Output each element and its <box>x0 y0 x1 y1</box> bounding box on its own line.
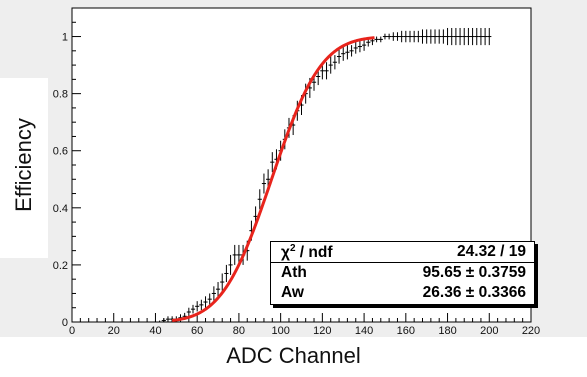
stats-label: χ2 / ndf <box>281 243 333 262</box>
x-tick-label: 180 <box>438 325 456 337</box>
x-tick-label: 80 <box>233 325 245 337</box>
y-tick-label: 0.2 <box>53 260 68 272</box>
x-tick-label: 20 <box>108 325 120 337</box>
stats-label: Ath <box>281 264 307 281</box>
fit-curve <box>171 36 375 322</box>
x-tick-label: 100 <box>271 325 289 337</box>
y-tick-label: 0.8 <box>53 89 68 101</box>
x-tick-label: 60 <box>191 325 203 337</box>
stats-value: 24.32 / 19 <box>457 243 526 260</box>
stats-label: Aw <box>281 284 304 301</box>
x-tick-label: 40 <box>149 325 161 337</box>
y-tick-label: 0.4 <box>53 203 68 215</box>
y-tick-label: 0 <box>62 317 68 329</box>
x-tick-label: 200 <box>480 325 498 337</box>
stats-row-aw: Aw 26.36 ± 0.3366 <box>281 284 526 304</box>
y-axis-label: Efficiency <box>11 118 36 212</box>
x-tick-label: 160 <box>397 325 415 337</box>
ylabel-background <box>0 78 48 258</box>
stats-value: 95.65 ± 0.3759 <box>422 264 526 281</box>
stats-box: χ2 / ndf 24.32 / 19 Ath 95.65 ± 0.3759 A… <box>270 241 535 305</box>
x-tick-label: 120 <box>313 325 331 337</box>
stats-row-ath: Ath 95.65 ± 0.3759 <box>281 264 526 284</box>
x-tick-label: 0 <box>69 325 75 337</box>
stats-value: 26.36 ± 0.3366 <box>422 284 526 301</box>
y-tick-label: 1 <box>62 32 68 44</box>
x-tick-label: 140 <box>355 325 373 337</box>
stats-separator <box>271 262 534 263</box>
x-axis-label: ADC Channel <box>226 343 361 368</box>
x-tick-label: 220 <box>522 325 540 337</box>
stats-row-chi2: χ2 / ndf 24.32 / 19 <box>281 243 526 263</box>
y-tick-label: 0.6 <box>53 146 68 158</box>
